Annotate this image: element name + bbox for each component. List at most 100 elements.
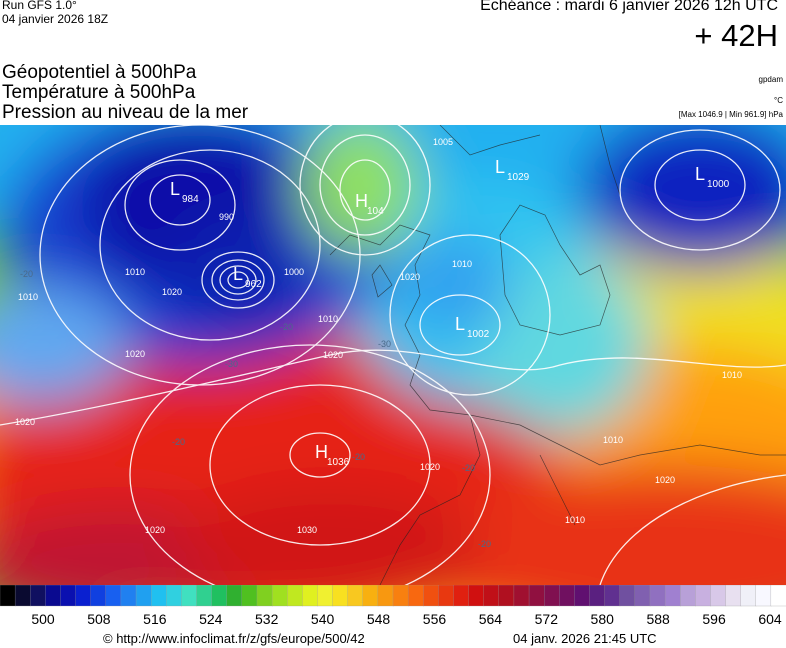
scale-swatch — [725, 585, 742, 607]
scale-swatch — [453, 585, 470, 607]
scale-label: 524 — [199, 611, 223, 627]
isobar-label: 1010 — [722, 370, 742, 380]
isobar-label: 1020 — [400, 272, 420, 282]
scale-swatch — [256, 585, 273, 607]
unit: °C — [774, 96, 783, 105]
center-value: 1029 — [507, 172, 530, 183]
center-value: 104 — [367, 206, 384, 217]
color-scale: 500 508 516 524 532 540 548 556 564 572 580 588 596 6… — [0, 585, 786, 627]
isobar-label: 1020 — [145, 525, 165, 535]
scale-swatch — [634, 585, 651, 607]
scale-label: 596 — [702, 611, 726, 627]
scale-swatch — [317, 585, 334, 607]
scale-label: 508 — [87, 611, 111, 627]
scale-swatch — [392, 585, 409, 607]
scale-swatch — [75, 585, 92, 607]
scale-swatch — [680, 585, 696, 607]
scale-swatch — [423, 585, 439, 607]
scale-swatch — [695, 585, 712, 607]
center-value: 962 — [245, 279, 262, 290]
temperature-label: -30 — [225, 359, 238, 369]
scale-swatch — [362, 585, 379, 607]
scale-swatch — [589, 585, 606, 607]
temperature-label: -20 — [20, 269, 33, 279]
isobar-label: 1020 — [15, 417, 35, 427]
unit: [Max 1046.9 | Min 961.9] hPa — [678, 110, 783, 119]
scale-swatch — [347, 585, 364, 607]
scale-swatch — [45, 585, 62, 607]
scale-swatch — [0, 585, 16, 607]
scale-swatch — [90, 585, 107, 607]
center-value: 1036 — [327, 457, 350, 468]
isobar-label: 1010 — [125, 267, 145, 277]
scale-label: 564 — [479, 611, 503, 627]
scale-swatch — [528, 585, 545, 607]
scale-swatch — [302, 585, 319, 607]
isobar-label: 1005 — [433, 137, 453, 147]
isobar-label: 1030 — [297, 525, 317, 535]
center-value: 1000 — [707, 179, 730, 190]
isobar-label: 1010 — [318, 314, 338, 324]
run-label: Run GFS 1.0° — [2, 0, 77, 12]
scale-swatch — [710, 585, 727, 607]
scale-swatch — [377, 585, 394, 607]
scale-swatch — [649, 585, 666, 607]
center-letter: L — [495, 157, 505, 177]
coastlines — [329, 125, 786, 585]
isobar-label: 1010 — [18, 292, 38, 302]
scale-swatch — [332, 585, 349, 607]
center-letter: L — [170, 179, 180, 199]
temperature-label: -20 — [462, 463, 475, 473]
center-letter: L — [455, 314, 465, 334]
scale-swatch — [241, 585, 258, 607]
temperature-label: -20 — [352, 452, 365, 462]
center-value: 984 — [182, 194, 199, 205]
run-date: 04 janvier 2026 18Z — [2, 12, 109, 26]
scale-swatch — [740, 585, 757, 607]
scale-swatch — [271, 585, 288, 607]
center-letter: L — [695, 164, 705, 184]
scale-swatch — [166, 585, 183, 607]
scale-swatch — [226, 585, 243, 607]
scale-swatch — [60, 585, 77, 607]
scale-label: 588 — [646, 611, 670, 627]
timestamp: 04 janv. 2026 21:45 UTC — [513, 631, 657, 646]
scale-label: 532 — [255, 611, 279, 627]
title: Géopotentiel à 500hPa — [2, 62, 197, 83]
scale-swatch — [196, 585, 213, 607]
scale-swatch — [211, 585, 228, 607]
unit: gpdam — [758, 75, 783, 84]
scale-swatch — [120, 585, 137, 607]
isobar-label: 1020 — [420, 462, 440, 472]
scale-label: 580 — [591, 611, 615, 627]
scale-swatch — [619, 585, 636, 607]
scale-label: 604 — [758, 611, 782, 627]
temperature-label: -20 — [172, 437, 185, 447]
scale-swatch — [468, 585, 485, 607]
scale-swatch — [287, 585, 303, 607]
temperature-label: -20 — [280, 322, 293, 332]
scale-swatch — [498, 585, 515, 607]
temperature-label: -30 — [378, 339, 391, 349]
scale-swatch — [755, 585, 772, 607]
title: Température à 500hPa — [2, 82, 196, 103]
scale-swatch — [105, 585, 122, 607]
scale-swatch — [544, 585, 560, 607]
scale-swatch — [407, 585, 424, 607]
scale-swatch — [30, 585, 46, 607]
scale-label: 500 — [31, 611, 55, 627]
scale-swatch — [14, 585, 31, 607]
scale-swatch — [664, 585, 681, 607]
center-letter: L — [233, 264, 243, 284]
scale-swatch — [135, 585, 152, 607]
scale-swatch — [483, 585, 500, 607]
center-value: 1002 — [467, 329, 490, 340]
title: Pression au niveau de la mer — [2, 102, 249, 123]
scale-label: 540 — [311, 611, 335, 627]
map: L984L962H104L1000L1002H1036L102910059901… — [0, 125, 786, 585]
center-letter: H — [315, 442, 328, 462]
source-url: © http://www.infoclimat.fr/z/gfs/europe/… — [103, 631, 365, 646]
isobar-label: 1010 — [565, 515, 585, 525]
scale-swatch — [770, 585, 786, 607]
